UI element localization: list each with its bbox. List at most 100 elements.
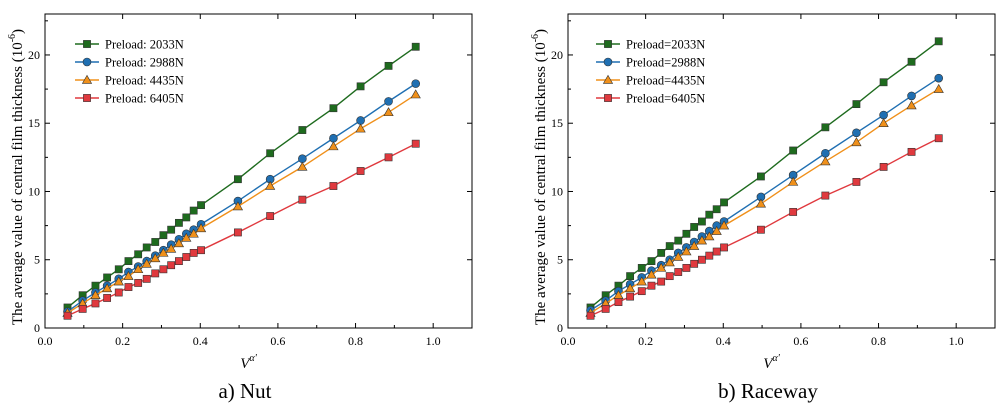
y-tick-label: 0 <box>34 321 40 335</box>
data-point <box>329 104 338 113</box>
data-point <box>265 180 276 190</box>
x-tick-label: 0.2 <box>115 334 130 348</box>
y-tick-label: 20 <box>551 48 563 62</box>
y-tick-label: 5 <box>557 253 563 267</box>
data-point <box>234 228 242 237</box>
data-point <box>626 292 635 301</box>
data-point <box>134 250 143 259</box>
legend-marker <box>81 74 93 84</box>
data-point <box>103 294 112 302</box>
data-point <box>698 255 706 264</box>
data-point <box>328 141 339 151</box>
data-point <box>159 265 168 274</box>
data-point <box>234 175 242 184</box>
data-point <box>704 231 715 241</box>
data-point <box>195 223 207 233</box>
data-point <box>166 243 177 253</box>
legend-label: Preload: 6405N <box>105 92 184 106</box>
x-tick-label: 0.0 <box>561 334 576 348</box>
x-tick-label: 0.8 <box>871 334 886 348</box>
data-point <box>175 257 183 266</box>
data-point <box>636 276 647 286</box>
x-tick-label: 1.0 <box>426 334 441 348</box>
data-point <box>720 243 728 252</box>
data-point <box>151 269 160 278</box>
data-point <box>720 198 728 207</box>
data-point <box>657 277 666 286</box>
data-point <box>410 89 421 99</box>
data-point <box>821 123 830 132</box>
data-point <box>101 283 113 293</box>
data-point <box>329 133 338 143</box>
data-point <box>696 235 708 245</box>
data-point <box>63 311 72 320</box>
data-point <box>266 212 275 220</box>
data-point <box>674 268 683 276</box>
data-point <box>682 264 691 272</box>
x-tick-label: 1.0 <box>949 334 964 348</box>
data-point <box>329 182 338 190</box>
y-tick-label: 10 <box>551 184 563 198</box>
data-point <box>907 147 916 156</box>
x-tick-label: 0.4 <box>716 334 731 348</box>
data-point <box>626 272 635 281</box>
data-point <box>637 287 646 296</box>
data-point <box>91 299 100 308</box>
data-point <box>907 57 916 66</box>
data-point <box>674 236 683 245</box>
series-line <box>590 77 940 311</box>
data-point <box>188 228 199 238</box>
series-0 <box>63 42 420 312</box>
legend-label: Preload=2988N <box>626 56 705 70</box>
data-point <box>355 123 366 133</box>
x-tick-label: 0.8 <box>348 334 363 348</box>
data-point <box>788 176 799 186</box>
data-point <box>158 247 169 257</box>
legend-label: Preload=6405N <box>626 92 705 106</box>
data-point <box>142 243 151 252</box>
data-point <box>586 311 595 320</box>
data-point <box>411 139 420 148</box>
data-point <box>384 153 393 162</box>
data-point <box>647 281 656 290</box>
data-point <box>356 82 365 91</box>
data-point <box>114 265 123 274</box>
data-point <box>689 240 700 250</box>
data-point <box>852 100 861 109</box>
data-point <box>879 163 888 171</box>
data-point <box>266 149 275 158</box>
series-3 <box>63 139 420 320</box>
panel-caption: a) Nut <box>218 379 271 403</box>
y-tick-label: 15 <box>551 116 563 130</box>
data-point <box>90 290 101 299</box>
data-point <box>124 283 133 291</box>
data-point <box>673 251 684 261</box>
data-point <box>167 225 176 234</box>
series-0 <box>586 37 943 312</box>
data-point <box>718 220 730 230</box>
data-point <box>150 253 161 263</box>
data-point <box>384 61 393 70</box>
data-point <box>878 118 889 127</box>
data-point <box>298 154 307 164</box>
data-point <box>232 201 244 211</box>
data-point <box>757 172 765 181</box>
data-point <box>384 97 393 106</box>
plot-frame <box>44 13 473 329</box>
data-point <box>682 229 691 238</box>
data-point <box>647 257 656 266</box>
data-point <box>182 253 191 261</box>
y-tick-label: 0 <box>557 321 563 335</box>
data-point <box>789 208 798 216</box>
data-point <box>821 148 830 158</box>
data-point <box>103 273 112 282</box>
data-point <box>757 225 765 234</box>
x-axis-title: Vα' <box>240 353 257 372</box>
legend-label: Preload: 2988N <box>105 56 184 70</box>
series-1 <box>63 79 421 316</box>
data-point <box>906 100 917 110</box>
data-point <box>690 223 699 231</box>
data-point <box>681 246 692 256</box>
data-point <box>133 264 144 274</box>
